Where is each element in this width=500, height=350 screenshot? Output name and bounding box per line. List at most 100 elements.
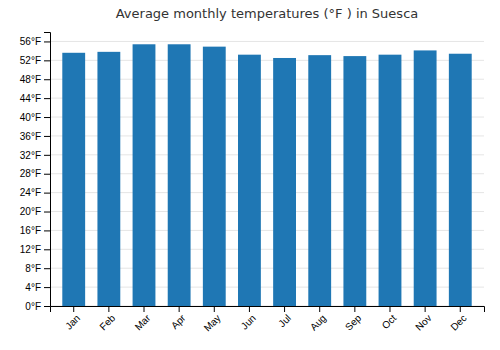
x-tick: Mar — [133, 306, 153, 332]
x-tick: Aug — [308, 306, 328, 333]
grid — [50, 41, 484, 306]
bar — [62, 53, 85, 306]
y-tick-label: 0°F — [25, 301, 41, 312]
y-tick: 48°F — [20, 74, 50, 85]
x-tick: Jun — [239, 306, 258, 332]
y-tick-mark — [44, 306, 50, 307]
x-tick: May — [202, 306, 223, 334]
x-tick-label: May — [202, 312, 223, 333]
x-tick-mark — [249, 306, 250, 312]
x-tick-label: Mar — [133, 312, 153, 332]
bars — [62, 44, 471, 306]
y-tick-label: 16°F — [20, 225, 41, 236]
x-tick-mark — [354, 306, 355, 312]
y-tick-mark — [44, 155, 50, 156]
x-tick-label: Jan — [63, 312, 82, 331]
x-tick-mark — [319, 306, 320, 312]
y-tick: 4°F — [25, 282, 50, 293]
x-tick-mark — [425, 306, 426, 312]
bar — [449, 54, 472, 306]
y-tick: 56°F — [20, 36, 50, 47]
title: Average monthly temperatures (°F ) in Su… — [116, 6, 419, 21]
y-tick-label: 8°F — [25, 263, 41, 274]
y-tick-mark — [44, 287, 50, 288]
x-tick-mark — [108, 306, 109, 312]
y-tick-mark — [44, 136, 50, 137]
y-tick-mark — [44, 41, 50, 42]
x-tick: Oct — [380, 306, 399, 331]
y-tick: 40°F — [20, 112, 50, 123]
y-tick-label: 28°F — [20, 168, 41, 179]
x-tick-mark — [284, 306, 285, 312]
bar — [273, 58, 296, 306]
bar — [203, 47, 226, 306]
y-tick: 20°F — [20, 206, 50, 217]
x-tick: Dec — [448, 306, 468, 333]
y-tick-mark — [44, 117, 50, 118]
y-tick: 44°F — [20, 93, 50, 104]
y-tick-mark — [44, 268, 50, 269]
x-tick-label: Nov — [413, 312, 433, 332]
bar — [133, 44, 156, 306]
x-tick: Feb — [97, 306, 117, 332]
x-tick-label: Aug — [308, 312, 328, 332]
y-tick-label: 32°F — [20, 150, 41, 161]
x-tick: Sep — [343, 306, 364, 333]
y-tick: 36°F — [20, 131, 50, 142]
y-tick-mark — [44, 79, 50, 80]
x-tick-mark — [214, 306, 215, 312]
x-tick: Jan — [63, 306, 82, 332]
x-tick-label: Sep — [343, 312, 364, 333]
y-tick-label: 56°F — [20, 36, 41, 47]
y-tick: 8°F — [25, 263, 50, 274]
y-tick-label: 44°F — [20, 93, 41, 104]
y-tick-label: 36°F — [20, 131, 41, 142]
bar — [308, 55, 331, 306]
x-tick-mark — [179, 306, 180, 312]
x-tick-label: Oct — [380, 312, 399, 331]
bar — [97, 52, 120, 306]
y-tick-label: 24°F — [20, 187, 41, 198]
chart-container: 0°F 4°F 8°F 12°F 16°F 20°F 24°F 28°F 32°F 36°F 40°… — [0, 0, 500, 350]
y-tick-mark — [44, 193, 50, 194]
x-axis-line — [51, 307, 485, 313]
bar — [414, 50, 437, 306]
bar — [238, 55, 261, 306]
x-tick-label: Dec — [448, 312, 468, 332]
y-axis: 0°F 4°F 8°F 12°F 16°F 20°F 24°F 28°F 32°F 36°F 40°… — [20, 33, 51, 312]
x-tick: Jul — [276, 306, 293, 329]
y-tick: 24°F — [20, 187, 50, 198]
y-tick-label: 4°F — [25, 282, 41, 293]
x-axis: Jan Feb Mar Apr May Jun Jul Aug Sep Oct Nov Dec — [51, 306, 485, 334]
y-tick: 12°F — [20, 244, 50, 255]
x-tick-mark — [73, 306, 74, 312]
y-tick-label: 20°F — [20, 206, 41, 217]
x-tick-label: Apr — [169, 312, 188, 331]
y-tick: 52°F — [20, 55, 50, 66]
y-tick-mark — [44, 60, 50, 61]
x-tick-mark — [144, 306, 145, 312]
y-tick-mark — [44, 174, 50, 175]
y-axis-line — [44, 33, 51, 307]
y-tick-label: 48°F — [20, 74, 41, 85]
y-tick: 28°F — [20, 168, 50, 179]
x-tick-mark — [460, 306, 461, 312]
bar — [168, 44, 191, 306]
y-tick-mark — [44, 212, 50, 213]
y-tick-mark — [44, 230, 50, 231]
grid-line — [50, 41, 484, 42]
y-tick: 32°F — [20, 150, 50, 161]
bar — [379, 55, 402, 306]
y-tick-mark — [44, 98, 50, 99]
y-tick-label: 12°F — [20, 244, 41, 255]
y-tick: 0°F — [25, 301, 50, 312]
x-tick-mark — [389, 306, 390, 312]
x-tick: Nov — [413, 306, 433, 333]
chart: 0°F 4°F 8°F 12°F 16°F 20°F 24°F 28°F 32°F 36°F 40°… — [0, 0, 500, 350]
y-tick-label: 52°F — [20, 55, 41, 66]
y-tick-mark — [44, 249, 50, 250]
bar — [343, 56, 366, 306]
y-tick: 16°F — [20, 225, 50, 236]
x-tick-label: Jul — [276, 312, 293, 329]
x-tick-label: Feb — [97, 312, 117, 332]
